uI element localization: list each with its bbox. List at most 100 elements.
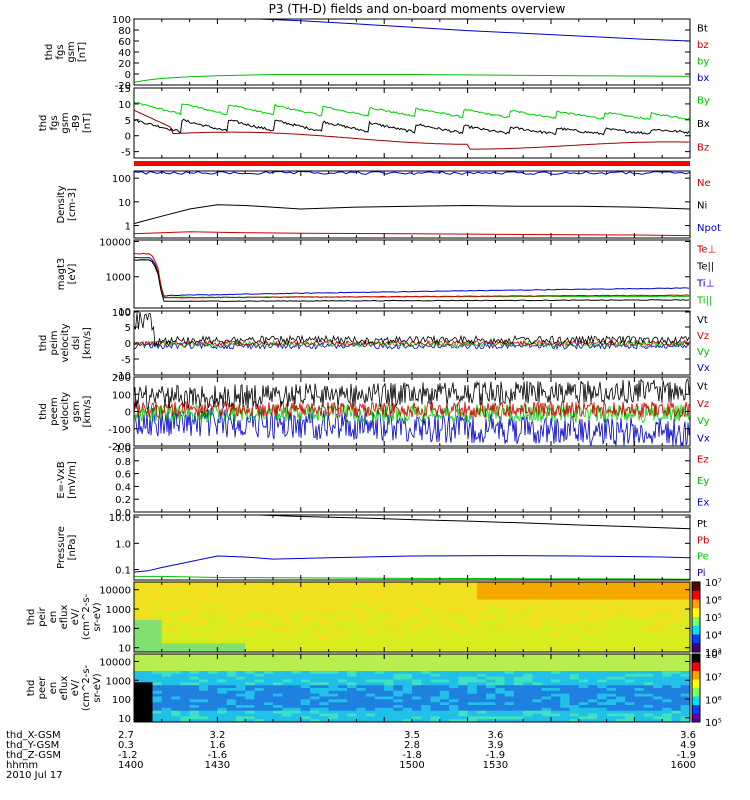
colorbar-tick-label: 10⁶: [705, 695, 722, 706]
spectrogram-cell: [430, 584, 441, 589]
spectrogram-cell: [652, 676, 663, 680]
spectrogram-cell: [319, 582, 330, 586]
spectrogram-cell: [402, 625, 413, 630]
y-axis-label-line: thd: [38, 403, 49, 420]
spectrogram-cell: [356, 696, 367, 700]
spectrogram-cell: [282, 673, 293, 678]
spectrogram-cell: [134, 688, 144, 692]
spectrogram-cell: [597, 628, 608, 633]
spectrogram-cell: [541, 622, 552, 627]
spectrogram-cell: [643, 665, 654, 669]
spectrogram-cell: [235, 634, 246, 638]
spectrogram-cell: [532, 587, 543, 592]
spectrogram-cell: [393, 659, 404, 663]
spectrogram-cell: [569, 682, 580, 686]
spectrogram-cell: [198, 713, 209, 717]
spectrogram-cell: [671, 628, 682, 633]
spectrogram-cell: [569, 673, 580, 678]
spectrogram-cell: [551, 596, 561, 600]
spectrogram-cell: [254, 671, 265, 675]
spectrogram-cell: [504, 625, 515, 630]
spectrogram-cell: [189, 688, 200, 692]
spectrogram-cell: [291, 705, 302, 709]
spectrogram-cell: [652, 611, 663, 615]
spectrogram-cell: [606, 693, 617, 697]
spectrogram-cell: [208, 646, 218, 650]
y-axis-label-line: (cm^2-s-: [81, 664, 92, 711]
spectrogram-cell: [476, 668, 487, 672]
spectrogram-cell: [310, 605, 320, 609]
spectrogram-cell: [606, 619, 617, 624]
spectrogram-cell: [208, 685, 218, 689]
spectrogram-cell: [662, 587, 672, 592]
spectrogram-cell: [578, 593, 589, 598]
spectrogram-cell: [337, 693, 348, 697]
spectrogram-cell: [263, 662, 274, 666]
spectrogram-cell: [606, 668, 617, 672]
spectrogram-cell: [189, 617, 200, 621]
spectrogram-cell: [143, 593, 154, 598]
series-Vt-line: [134, 378, 690, 410]
spectrogram-cell: [458, 596, 469, 600]
spectrogram-cell: [449, 654, 459, 658]
spectrogram-cell: [643, 602, 654, 606]
spectrogram-cell: [310, 646, 320, 650]
spectrogram-cell: [578, 668, 589, 672]
spectrogram-cell: [421, 634, 432, 638]
colorbar-tick-label: 10⁷: [705, 673, 722, 684]
spectrogram-cell: [374, 593, 385, 598]
spectrogram-cell: [643, 584, 654, 589]
spectrogram-cell: [476, 693, 487, 697]
spectrogram-cell: [495, 608, 506, 612]
spectrogram-cell: [597, 702, 608, 706]
spectrogram-cell: [671, 608, 682, 612]
spectrogram-cell: [486, 665, 496, 669]
spectrogram-cell: [532, 637, 543, 641]
spectrogram-cell: [254, 654, 265, 658]
spectrogram-cell: [310, 662, 320, 666]
spectrogram-cell: [513, 710, 524, 714]
spectrogram-cell: [180, 617, 191, 621]
spectrogram-cell: [467, 643, 478, 647]
spectrogram-cell: [606, 679, 617, 683]
spectrogram-cell: [652, 685, 663, 689]
spectrogram-cell: [449, 690, 459, 695]
spectrogram-cell: [578, 685, 589, 689]
spectrogram-cell: [356, 693, 367, 697]
spectrogram-cell: [439, 637, 450, 641]
spectrogram-cell: [606, 599, 617, 603]
spectrogram-cell: [495, 596, 506, 600]
spectrogram-cell: [402, 634, 413, 638]
spectrogram-cell: [384, 587, 394, 592]
spectrogram-cell: [180, 713, 191, 717]
spectrogram-cell: [273, 634, 283, 638]
spectrogram-cell: [504, 611, 515, 615]
y-tick-label: 100: [112, 624, 131, 635]
spectrogram-cell: [282, 619, 293, 624]
y-tick-label: -5: [121, 355, 131, 366]
spectrogram-cell: [189, 673, 200, 678]
spectrogram-cell: [652, 637, 663, 641]
x-row-value: -1.2: [118, 750, 138, 761]
spectrogram-cell: [495, 719, 506, 722]
spectrogram-cell: [310, 696, 320, 700]
spectrogram-cell: [662, 637, 672, 641]
spectrogram-cell: [486, 659, 496, 663]
spectrogram-cell: [495, 605, 506, 609]
spectrogram-cell: [374, 688, 385, 692]
spectrogram-cell: [226, 707, 237, 712]
spectrogram-cell: [171, 584, 181, 589]
spectrogram-cell: [328, 649, 339, 652]
spectrogram-cell: [291, 622, 302, 627]
spectrogram-cell: [458, 593, 469, 598]
spectrogram-cell: [393, 593, 404, 598]
spectrogram-cell: [578, 679, 589, 683]
spectrogram-cell: [634, 671, 645, 675]
spectrogram-cell: [606, 688, 617, 692]
spectrogram-cell: [504, 584, 515, 589]
spectrogram-cell: [588, 649, 598, 652]
spectrogram-cell: [680, 640, 690, 644]
spectrogram-cell: [319, 643, 330, 647]
x-row-value: 1430: [205, 760, 230, 771]
